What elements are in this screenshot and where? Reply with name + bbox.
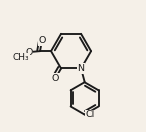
- Text: CH₃: CH₃: [12, 53, 29, 62]
- Text: N: N: [78, 64, 85, 73]
- Text: O: O: [52, 74, 59, 83]
- Text: Cl: Cl: [86, 110, 95, 119]
- Text: O: O: [25, 48, 32, 57]
- Text: O: O: [38, 36, 46, 45]
